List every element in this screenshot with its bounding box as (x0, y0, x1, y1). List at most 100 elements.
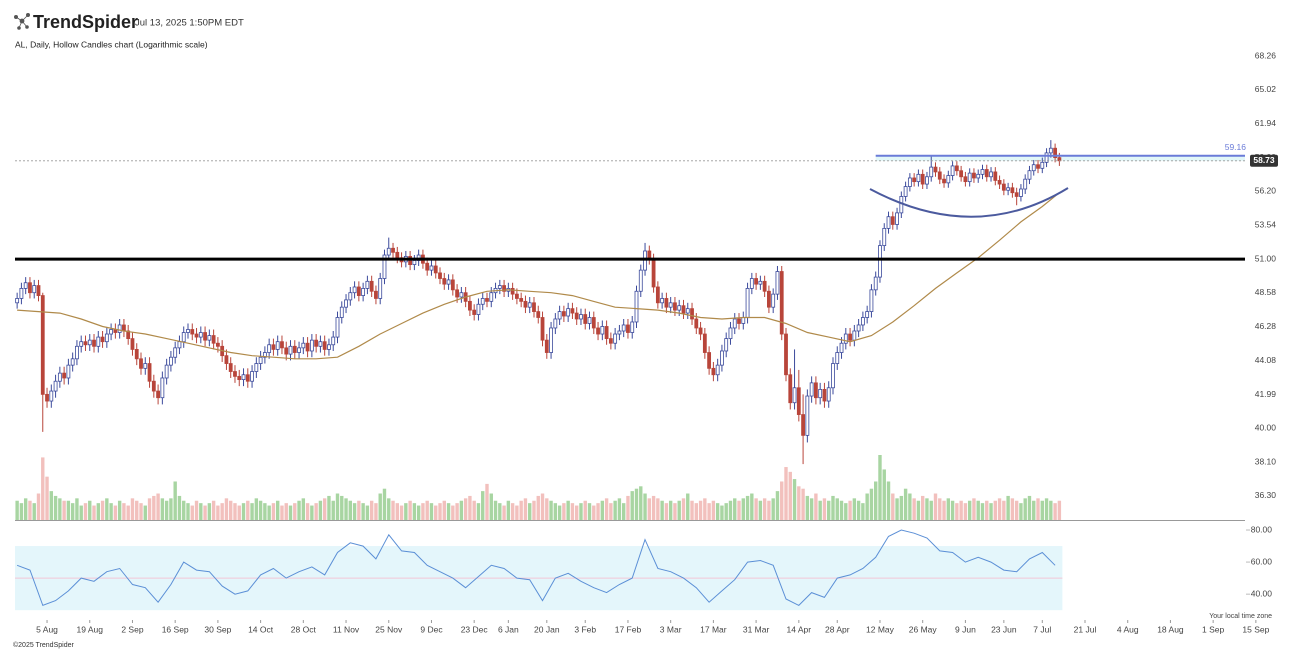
volume-bar (651, 495, 656, 520)
volume-bar (711, 500, 716, 520)
moving-average (17, 192, 1060, 360)
candle-body (767, 290, 771, 308)
candle-body (139, 358, 143, 369)
candle-body (1048, 147, 1053, 154)
candle-body (211, 335, 216, 344)
candle-body (758, 280, 763, 285)
candle-body (638, 269, 643, 292)
candle-body (946, 175, 951, 184)
volume-bar (305, 503, 310, 520)
volume-bar (485, 483, 489, 520)
volume-bar (352, 503, 357, 520)
candle-body (634, 290, 639, 323)
candle-body (365, 280, 370, 289)
candle-body (617, 330, 622, 335)
volume-bar (886, 481, 891, 520)
x-tick-label: 6 Jan (498, 624, 519, 634)
candle-body (937, 171, 942, 180)
volume-bar (698, 500, 703, 520)
volume-bar (331, 500, 335, 520)
candle-body (895, 212, 899, 225)
candle-body (245, 374, 250, 382)
volume-bar (592, 505, 596, 520)
volume-bar (865, 493, 869, 520)
y-tick-label: 40.00 (1255, 423, 1277, 433)
candle-body (19, 288, 24, 299)
volume-bar (190, 505, 194, 520)
volume-bar (993, 500, 998, 520)
volume-bar (348, 500, 353, 520)
candle-body (536, 311, 541, 318)
candle-body (796, 387, 801, 415)
candle-body (164, 364, 169, 379)
candle-body (963, 176, 968, 183)
candle-body (497, 285, 502, 289)
volume-bar (583, 500, 587, 520)
candle-body (1027, 170, 1032, 180)
candle-body (570, 308, 575, 314)
candle-body (70, 358, 75, 366)
volume-bar (566, 500, 570, 520)
rsi-panel (15, 529, 1063, 611)
volume-bar (639, 486, 643, 520)
x-tick-label: 17 Mar (700, 624, 727, 634)
volume-bar (446, 503, 451, 520)
volume-bar (395, 503, 399, 520)
volume-bar (809, 498, 814, 520)
candle-body (117, 324, 122, 333)
volume-bar (839, 500, 844, 520)
volume-bar (152, 495, 156, 520)
candle-body (1031, 164, 1036, 172)
candle-body (523, 300, 528, 308)
candle-body (959, 170, 964, 178)
candle-body (745, 288, 750, 318)
volume-bar (549, 500, 553, 520)
chart-title: AL, Daily, Hollow Candles chart (Logarit… (15, 39, 208, 49)
candle-body (455, 289, 459, 298)
volume-bar (75, 498, 79, 520)
candle-body (254, 363, 259, 372)
candle-body (79, 341, 84, 347)
candle-body (967, 172, 972, 183)
volume-bar (139, 503, 143, 520)
volume-bar (621, 503, 626, 520)
volume-bar (88, 500, 92, 520)
x-tick-label: 4 Aug (1117, 624, 1139, 634)
candle-body (57, 372, 62, 382)
volume-bar (668, 500, 673, 520)
x-tick-label: 17 Feb (615, 624, 642, 634)
volume-bar (899, 495, 904, 520)
volume-bar (788, 471, 792, 520)
volume-bar (310, 505, 314, 520)
x-tick-label: 19 Aug (77, 624, 104, 634)
volume-bar (869, 488, 874, 520)
volume-bar (284, 503, 288, 520)
candle-body (237, 375, 242, 381)
x-tick-label: 21 Jul (1074, 624, 1097, 634)
volume-bar (792, 479, 797, 520)
candle-body (856, 324, 861, 332)
volume-bar (229, 500, 233, 520)
candle-body (143, 363, 148, 369)
volume-bar (280, 505, 284, 520)
volume-bar (404, 503, 408, 520)
volume-bar (908, 493, 912, 520)
volume-bar (275, 500, 280, 520)
volume-bar (237, 505, 241, 520)
candle-body (873, 276, 878, 291)
volume-bar (434, 505, 438, 520)
candle-body (1010, 187, 1015, 194)
candle-body (1001, 183, 1006, 191)
candle-body (130, 338, 135, 350)
volume-bar (361, 503, 365, 520)
x-tick-label: 20 Jan (534, 624, 560, 634)
candle-body (762, 280, 767, 292)
copyright: ©2025 TrendSpider (13, 641, 74, 649)
volume-bar (122, 503, 126, 520)
candle-body (561, 311, 566, 317)
volume-bar (728, 500, 733, 520)
candle-body (87, 339, 92, 346)
candle-body (677, 305, 682, 311)
candle-body (275, 341, 280, 350)
